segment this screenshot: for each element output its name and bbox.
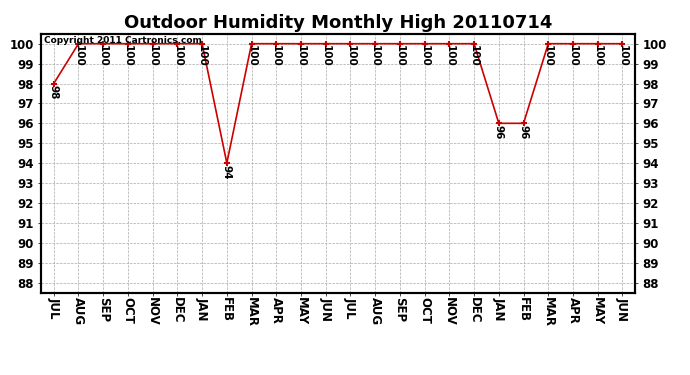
Text: 96: 96: [519, 125, 529, 139]
Text: 96: 96: [494, 125, 504, 139]
Text: 100: 100: [271, 45, 282, 67]
Text: 100: 100: [246, 45, 257, 67]
Text: 100: 100: [172, 45, 182, 67]
Text: 100: 100: [618, 45, 627, 67]
Text: 100: 100: [197, 45, 207, 67]
Text: 100: 100: [395, 45, 405, 67]
Text: 100: 100: [444, 45, 454, 67]
Text: 100: 100: [420, 45, 430, 67]
Text: 100: 100: [543, 45, 553, 67]
Text: 100: 100: [469, 45, 479, 67]
Text: 100: 100: [568, 45, 578, 67]
Text: 100: 100: [148, 45, 157, 67]
Text: 100: 100: [98, 45, 108, 67]
Text: 100: 100: [371, 45, 380, 67]
Title: Outdoor Humidity Monthly High 20110714: Outdoor Humidity Monthly High 20110714: [124, 14, 552, 32]
Text: 98: 98: [49, 85, 59, 99]
Text: 100: 100: [593, 45, 602, 67]
Text: 100: 100: [123, 45, 133, 67]
Text: 94: 94: [222, 165, 232, 179]
Text: 100: 100: [346, 45, 355, 67]
Text: 100: 100: [321, 45, 331, 67]
Text: 100: 100: [74, 45, 83, 67]
Text: Copyright 2011 Cartronics.com: Copyright 2011 Cartronics.com: [44, 36, 202, 45]
Text: 100: 100: [296, 45, 306, 67]
